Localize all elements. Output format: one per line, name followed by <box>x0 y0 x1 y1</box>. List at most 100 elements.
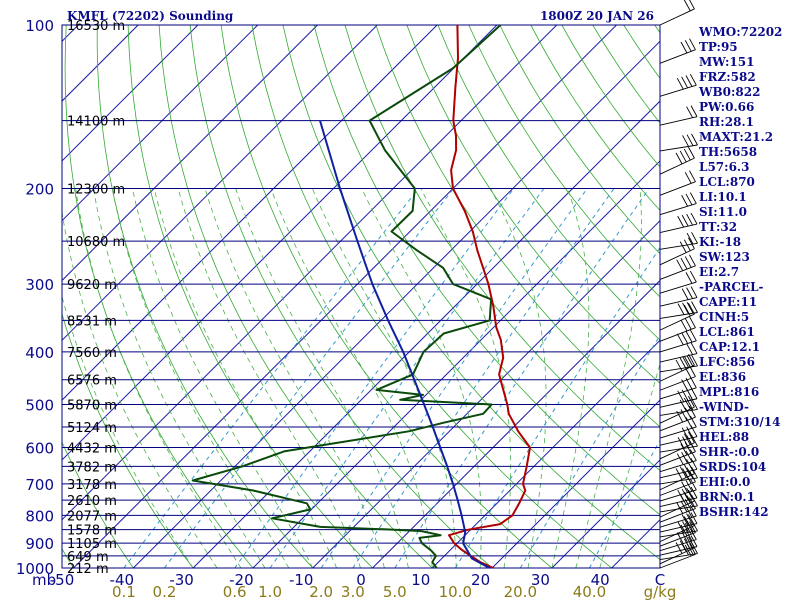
index-value: PW:0.66 <box>699 100 754 114</box>
wind-barb-staff <box>659 242 698 250</box>
index-value: LCL:861 <box>699 325 755 339</box>
wind-barb-flag <box>679 357 687 370</box>
wind-barb-flag <box>680 524 688 537</box>
pressure-tick-label: 500 <box>25 397 54 415</box>
dry-adiabat-line <box>251 25 612 568</box>
wind-barb-flag <box>679 466 687 478</box>
wind-barb-flag <box>686 106 693 118</box>
isotherm-line <box>62 25 378 342</box>
wind-barb-staff <box>659 312 698 319</box>
wind-barb-flag <box>689 0 695 10</box>
wind-barb-flag <box>683 538 691 550</box>
wind-barb-flag <box>681 389 689 402</box>
index-value: KI:-18 <box>699 235 741 249</box>
wind-barb-flag <box>683 355 691 368</box>
wind-barb-staff <box>659 398 698 408</box>
index-value: MPL:816 <box>699 385 759 399</box>
wind-barb-staff <box>659 553 698 560</box>
index-value: SRDS:104 <box>699 460 766 474</box>
wind-barb-flag <box>677 303 685 315</box>
wind-barb-flag <box>689 316 696 328</box>
sounding-series <box>191 25 531 568</box>
wind-barb-flag <box>683 516 691 528</box>
wind-barb-staff <box>659 436 698 446</box>
index-value: RH:28.1 <box>699 115 754 129</box>
wind-barb-flag <box>676 77 684 90</box>
wind-barb <box>659 398 698 416</box>
isotherm-line <box>551 459 660 568</box>
height-label: 9620 m <box>67 278 117 293</box>
isotherm-line <box>0 25 19 568</box>
wind-barb <box>659 329 697 353</box>
wind-barb-staff <box>659 223 698 234</box>
index-value: TT:32 <box>699 220 737 234</box>
wind-barb <box>659 431 695 460</box>
height-label: 2077 m <box>67 509 117 524</box>
wind-barb-flag <box>686 301 694 314</box>
wind-barb-flag <box>686 388 693 400</box>
wind-barb-staff <box>659 481 696 496</box>
mixing-ratio-label: 3.0 <box>341 583 365 600</box>
moist-adiabat-line <box>270 188 433 568</box>
pressure-tick-label: 800 <box>25 507 54 525</box>
wind-barb-flag <box>677 390 685 403</box>
pressure-tick-label: 1000 <box>16 560 54 578</box>
height-label: 7560 m <box>67 346 117 361</box>
wind-barb-flag <box>681 452 689 464</box>
wind-barb-flag <box>683 397 691 410</box>
wind-barb-flag <box>685 450 693 463</box>
wind-barb-staff <box>659 547 695 565</box>
wind-barb-staff <box>659 500 695 518</box>
wind-barb-flag <box>677 437 685 449</box>
index-value: MW:151 <box>699 55 754 69</box>
wind-barb <box>659 470 696 496</box>
moist-adiabat-line <box>490 188 547 568</box>
height-label: 1105 m <box>67 537 117 552</box>
wind-barb-flag <box>681 214 689 227</box>
wind-barb-flag <box>689 415 697 428</box>
moist-adiabat-line <box>551 188 590 568</box>
wind-barb-staff <box>659 489 697 502</box>
dry-adiabat-line <box>220 25 553 568</box>
wind-barb-flag <box>686 513 693 525</box>
index-value: CINH:5 <box>699 310 749 324</box>
wind-barb-flag <box>683 239 691 251</box>
moist-adiabat-lines <box>62 188 660 568</box>
pressure-tick-label: 200 <box>25 180 54 198</box>
height-label: 10680 m <box>67 235 125 250</box>
moist-adiabat-line <box>75 188 242 568</box>
dewpoint-line <box>191 25 502 568</box>
wind-barb <box>659 133 698 152</box>
wind-barb-flag <box>689 254 696 267</box>
wind-barb-staff <box>659 376 696 391</box>
wind-barb-flag <box>676 410 684 423</box>
wind-barb <box>659 237 695 266</box>
wind-barb <box>659 543 696 569</box>
index-value: TH:5658 <box>699 145 757 159</box>
wind-barb-flag <box>683 433 691 445</box>
wind-barb-flag <box>675 359 683 372</box>
wind-barb-flag <box>688 514 695 526</box>
temperature-tick-label: -10 <box>289 571 314 589</box>
wind-barb-flag <box>680 443 688 456</box>
wind-barb <box>659 301 698 319</box>
wind-barb <box>659 376 697 400</box>
isotherm-line <box>312 219 660 568</box>
height-label: 5870 m <box>67 399 117 414</box>
pressure-unit-label: mb <box>32 571 56 589</box>
wind-barb <box>659 73 697 97</box>
moist-adiabat-line <box>420 188 512 568</box>
parcel-line <box>319 120 492 568</box>
wind-barb-flag <box>685 193 693 206</box>
isotherm-line <box>192 100 660 568</box>
temperature-tick-label: 30 <box>531 571 550 589</box>
wind-barb-flag <box>679 150 687 163</box>
temperature-tick-label: 40 <box>591 571 610 589</box>
moist-adiabat-line <box>361 188 482 568</box>
wind-barb <box>659 232 698 250</box>
height-label: 2610 m <box>67 494 117 509</box>
wind-barb-flag <box>680 319 688 332</box>
wind-barb-flag <box>690 387 698 399</box>
wind-barb-staff <box>659 281 697 294</box>
mixing-ratio-line <box>164 188 454 568</box>
